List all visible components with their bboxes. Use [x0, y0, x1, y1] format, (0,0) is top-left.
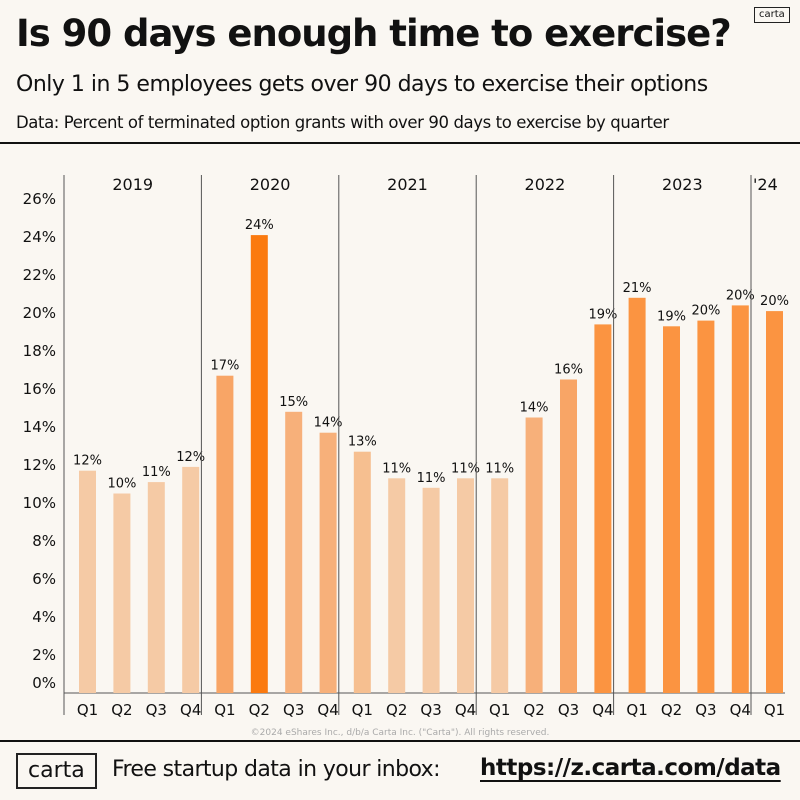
- data-label: 11%: [451, 461, 480, 476]
- bar: [560, 379, 577, 693]
- y-tick-label: 16%: [23, 380, 56, 398]
- y-tick-label: 8%: [32, 532, 56, 550]
- quarter-label: Q2: [386, 701, 407, 719]
- copyright-text: ©2024 eShares Inc., d/b/a Carta Inc. ("C…: [251, 728, 550, 738]
- year-label: '24: [753, 175, 778, 194]
- bar: [147, 482, 165, 693]
- quarter-label: Q1: [77, 701, 98, 719]
- quarter-label: Q2: [249, 701, 270, 719]
- bottom-divider: [0, 740, 800, 742]
- data-label: 20%: [726, 288, 755, 303]
- data-label: 12%: [73, 454, 102, 469]
- data-label: 16%: [554, 363, 583, 378]
- bar: [766, 311, 783, 693]
- carta-logo-small: carta: [754, 7, 790, 23]
- data-label: 11%: [142, 465, 171, 480]
- bar: [216, 375, 234, 693]
- y-tick-label: 20%: [23, 304, 56, 322]
- y-tick-label: 10%: [23, 494, 56, 512]
- quarter-label: Q1: [626, 701, 647, 719]
- bar: [353, 451, 371, 693]
- y-tick-label: 14%: [23, 418, 56, 436]
- data-label: 17%: [210, 359, 239, 374]
- year-label: 2021: [387, 175, 428, 194]
- bar: [79, 470, 96, 693]
- bar: [731, 305, 749, 693]
- bar: [491, 478, 509, 693]
- bar: [594, 324, 612, 693]
- year-label: 2022: [525, 175, 566, 194]
- bar: [663, 326, 680, 693]
- year-label: 2020: [250, 175, 291, 194]
- carta-logo: carta: [16, 753, 97, 789]
- data-description: Data: Percent of terminated option grant…: [16, 113, 669, 132]
- bar: [182, 466, 200, 693]
- quarter-label: Q4: [317, 701, 338, 719]
- y-tick-label: 2%: [32, 646, 56, 664]
- quarter-label: Q3: [558, 701, 579, 719]
- year-label: 2023: [662, 175, 703, 194]
- y-tick-label: 6%: [32, 570, 56, 588]
- quarter-label: Q2: [111, 701, 132, 719]
- quarter-label: Q2: [661, 701, 682, 719]
- quarter-label: Q1: [489, 701, 510, 719]
- data-label: 12%: [176, 450, 205, 465]
- y-tick-label: 4%: [32, 608, 56, 626]
- bar: [388, 478, 406, 693]
- quarter-label: Q4: [455, 701, 476, 719]
- data-label: 14%: [314, 416, 343, 431]
- y-tick-label: 18%: [23, 342, 56, 360]
- subtitle: Only 1 in 5 employees gets over 90 days …: [16, 72, 708, 97]
- data-label: 11%: [485, 461, 514, 476]
- quarter-label: Q2: [523, 701, 544, 719]
- bar: [422, 487, 440, 693]
- bar: [697, 320, 715, 693]
- y-tick-label: 26%: [23, 190, 56, 208]
- quarter-label: Q1: [764, 701, 785, 719]
- bar: [628, 297, 646, 693]
- quarter-label: Q4: [730, 701, 751, 719]
- bar: [285, 411, 303, 693]
- data-label: 14%: [520, 401, 549, 416]
- quarter-label: Q4: [592, 701, 613, 719]
- year-label: 2019: [112, 175, 153, 194]
- quarter-label: Q3: [146, 701, 167, 719]
- quarter-label: Q1: [214, 701, 235, 719]
- data-label: 20%: [760, 294, 789, 309]
- bar: [250, 235, 268, 693]
- quarter-label: Q4: [180, 701, 201, 719]
- data-label: 10%: [107, 477, 136, 492]
- data-label: 15%: [279, 395, 308, 410]
- data-label: 24%: [245, 218, 274, 233]
- quarter-label: Q1: [352, 701, 373, 719]
- data-label: 11%: [417, 471, 446, 486]
- data-label: 11%: [382, 461, 411, 476]
- data-label: 20%: [691, 304, 720, 319]
- y-tick-label: 12%: [23, 456, 56, 474]
- footer-text: Free startup data in your inbox:: [112, 757, 441, 782]
- y-tick-label: 0%: [32, 674, 56, 692]
- bar: [525, 417, 543, 693]
- data-label: 19%: [657, 309, 686, 324]
- y-tick-label: 22%: [23, 266, 56, 284]
- data-label: 13%: [348, 435, 377, 450]
- bar: [319, 432, 337, 693]
- data-label: 19%: [588, 307, 617, 322]
- page-title: Is 90 days enough time to exercise?: [16, 12, 732, 55]
- y-tick-label: 24%: [23, 228, 56, 246]
- quarter-label: Q3: [695, 701, 716, 719]
- data-label: 21%: [623, 281, 652, 296]
- newsletter-link[interactable]: https://z.carta.com/data: [480, 755, 781, 781]
- bar: [113, 493, 131, 693]
- bar-chart: 0% 2% 4% 6% 8% 10% 12% 14% 16% 18% 20% 22% 24% 26% 201…: [23, 175, 789, 738]
- top-divider: [0, 142, 800, 144]
- bar: [457, 478, 474, 693]
- quarter-label: Q3: [283, 701, 304, 719]
- quarter-label: Q3: [420, 701, 441, 719]
